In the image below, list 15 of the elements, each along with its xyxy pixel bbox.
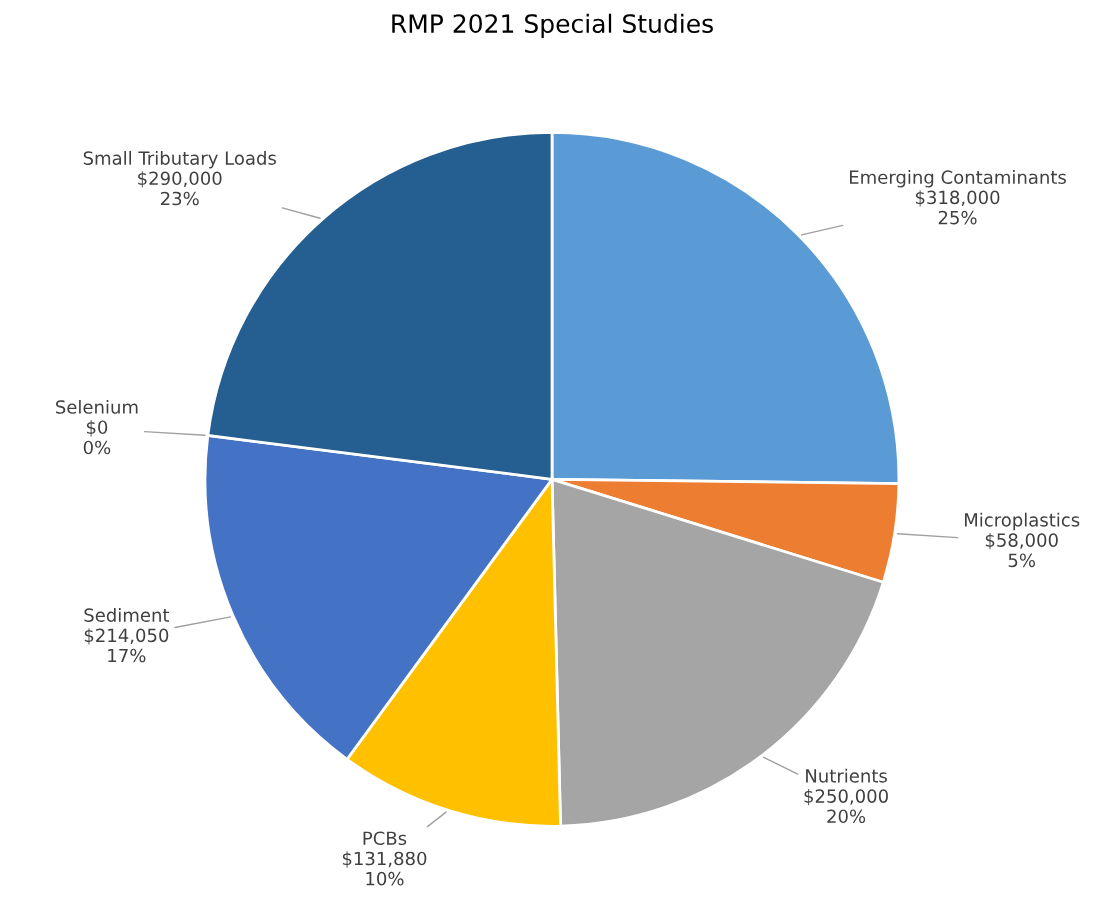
data-label: $131,880 10% [342, 851, 427, 886]
data-label: $318,000 25% [915, 190, 1000, 225]
slice-label: Emerging Contaminants [850, 170, 1066, 188]
slice-label: Microplastics [964, 512, 1080, 531]
category-label: Selenium [56, 399, 138, 414]
slice-label: PCBs [363, 831, 407, 846]
text: $0 0% [83, 420, 111, 455]
slice-label: Small Tributary Loads [83, 150, 276, 169]
slice-label: Nutrients [806, 768, 887, 783]
data-label: $290,000 23% [138, 171, 222, 206]
slice-label: Sediment [84, 607, 170, 622]
data-label: $58,000 5% [985, 532, 1058, 568]
data-label: $214,050 17% [84, 628, 169, 663]
chart-title: RMP 2021 Special Studies [392, 13, 713, 38]
data-label: $250,000 20% [804, 788, 888, 824]
